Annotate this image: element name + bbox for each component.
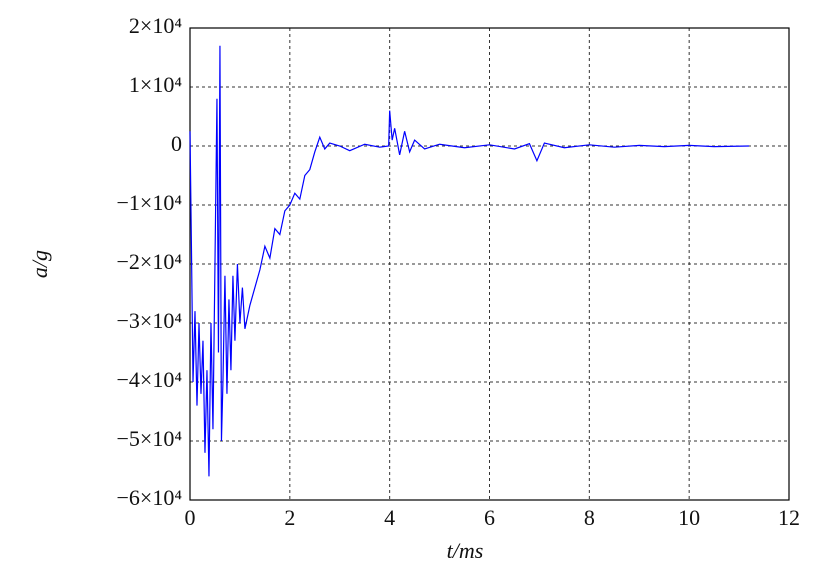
x-tick-label: 4 (384, 505, 395, 530)
y-tick-label: −3×10⁴ (117, 308, 183, 333)
y-tick-label: 2×10⁴ (129, 13, 182, 38)
x-tick-label: 2 (284, 505, 295, 530)
data-line (189, 45, 750, 477)
y-tick-label: −5×10⁴ (117, 426, 183, 451)
x-tick-label: 10 (678, 505, 700, 530)
y-tick-label: 0 (171, 131, 182, 156)
x-axis-label: t/ms (447, 538, 484, 563)
x-tick-label: 6 (484, 505, 495, 530)
y-tick-label: −6×10⁴ (117, 485, 183, 510)
plot-frame (189, 27, 790, 501)
y-tick-label: −4×10⁴ (117, 367, 183, 392)
x-tick-label: 8 (584, 505, 595, 530)
y-axis-label: a/g (27, 250, 52, 278)
y-tick-label: 1×10⁴ (129, 72, 182, 97)
y-tick-label: −2×10⁴ (117, 249, 183, 274)
x-tick-label: 0 (185, 505, 196, 530)
x-tick-label: 12 (778, 505, 800, 530)
y-tick-label: −1×10⁴ (117, 190, 183, 215)
